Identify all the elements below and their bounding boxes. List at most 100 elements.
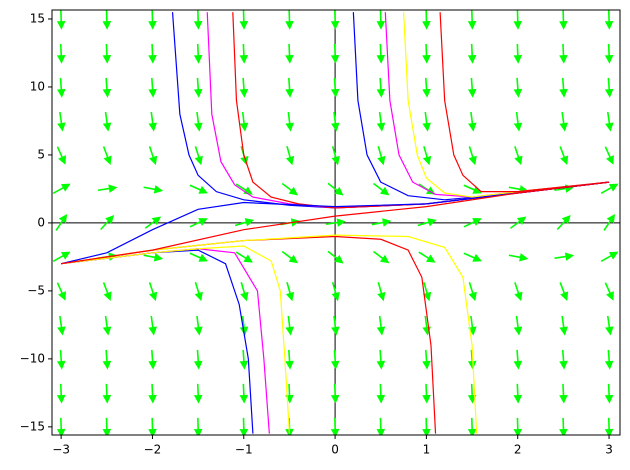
field-arrow <box>239 77 249 98</box>
field-arrow <box>559 417 568 435</box>
field-arrow <box>468 111 477 132</box>
field-arrow <box>463 184 482 194</box>
field-arrow <box>327 250 344 264</box>
field-arrow <box>143 185 164 194</box>
field-arrow <box>377 146 386 166</box>
field-arrow <box>604 146 614 165</box>
field-arrow <box>559 43 568 64</box>
field-arrow <box>143 253 164 262</box>
field-arrow <box>148 111 157 132</box>
field-arrow <box>467 10 477 30</box>
field-arrow <box>371 218 392 227</box>
field-arrow <box>148 146 158 166</box>
y-tick-label: −5 <box>27 283 45 297</box>
field-arrow <box>604 349 614 370</box>
field-arrow <box>603 213 616 231</box>
field-arrow <box>376 111 386 132</box>
field-arrow <box>193 349 203 370</box>
x-tick-label: −2 <box>144 443 162 457</box>
field-arrow <box>193 383 203 404</box>
field-arrow <box>422 10 431 30</box>
field-arrow <box>600 251 619 262</box>
field-arrow <box>102 349 112 370</box>
field-arrow <box>513 43 523 64</box>
field-arrow <box>102 383 112 404</box>
field-arrow <box>148 417 157 435</box>
field-arrow <box>148 383 157 404</box>
field-arrow <box>235 251 253 263</box>
field-arrow <box>194 315 203 336</box>
field-arrow <box>559 146 569 166</box>
field-arrow <box>514 282 523 302</box>
field-arrow <box>239 349 249 370</box>
field-arrow <box>57 315 66 336</box>
field-arrow <box>513 77 523 98</box>
y-tick-label: −10 <box>20 351 45 365</box>
field-arrow <box>513 349 523 370</box>
solution-curve <box>61 234 478 434</box>
field-arrow <box>239 10 249 30</box>
field-arrow <box>56 282 66 301</box>
field-arrow <box>193 77 203 98</box>
field-arrow <box>102 417 112 435</box>
field-arrow <box>422 383 431 404</box>
field-arrow <box>102 315 112 336</box>
field-arrow <box>559 383 568 404</box>
field-arrow <box>100 214 115 231</box>
field-arrow <box>508 253 529 262</box>
x-tick-label: −3 <box>52 443 70 457</box>
field-arrow <box>148 43 157 64</box>
field-arrow <box>285 111 294 132</box>
field-arrow <box>331 282 340 302</box>
y-tick-label: 5 <box>37 147 45 161</box>
field-arrow <box>330 10 340 30</box>
field-arrow <box>189 218 208 228</box>
field-arrow <box>604 77 614 98</box>
field-arrow <box>513 417 523 435</box>
y-tick-label: 15 <box>30 11 45 25</box>
field-arrow <box>463 252 482 262</box>
field-arrow <box>285 282 295 302</box>
solution-curve <box>61 235 437 434</box>
field-arrow <box>194 146 203 166</box>
field-arrow <box>189 184 208 194</box>
field-arrow <box>604 383 614 404</box>
field-arrow <box>52 251 71 262</box>
field-arrow <box>513 111 523 132</box>
field-arrow <box>193 417 203 435</box>
solution-curve <box>439 12 610 193</box>
field-arrow <box>605 111 614 132</box>
field-arrow <box>56 383 66 404</box>
field-arrow <box>330 349 340 370</box>
field-arrow <box>285 349 294 370</box>
x-tick-label: 1 <box>423 443 431 457</box>
solution-curve <box>61 181 610 265</box>
field-arrow <box>510 216 527 229</box>
field-arrow <box>148 282 158 302</box>
field-arrow <box>418 251 436 263</box>
field-arrow <box>56 417 66 435</box>
field-arrow <box>422 77 431 98</box>
field-arrow <box>55 213 68 231</box>
field-arrow <box>330 383 340 404</box>
field-arrow <box>148 315 157 336</box>
field-arrow <box>330 417 340 435</box>
field-arrow <box>56 10 66 30</box>
field-arrow <box>144 216 162 229</box>
field-arrow <box>376 10 386 30</box>
field-arrow <box>422 349 431 370</box>
field-arrow <box>467 383 477 404</box>
field-arrow <box>326 218 346 227</box>
solution-curve <box>61 245 291 434</box>
y-tick-label: 0 <box>37 215 45 229</box>
field-arrow <box>605 315 614 336</box>
field-arrow <box>331 315 340 336</box>
field-arrow <box>467 417 477 435</box>
field-arrow <box>285 146 295 166</box>
field-arrow <box>193 43 203 64</box>
solution-curve <box>60 181 610 265</box>
field-arrow <box>467 77 477 98</box>
field-arrow <box>102 43 112 64</box>
field-arrow <box>327 182 344 196</box>
